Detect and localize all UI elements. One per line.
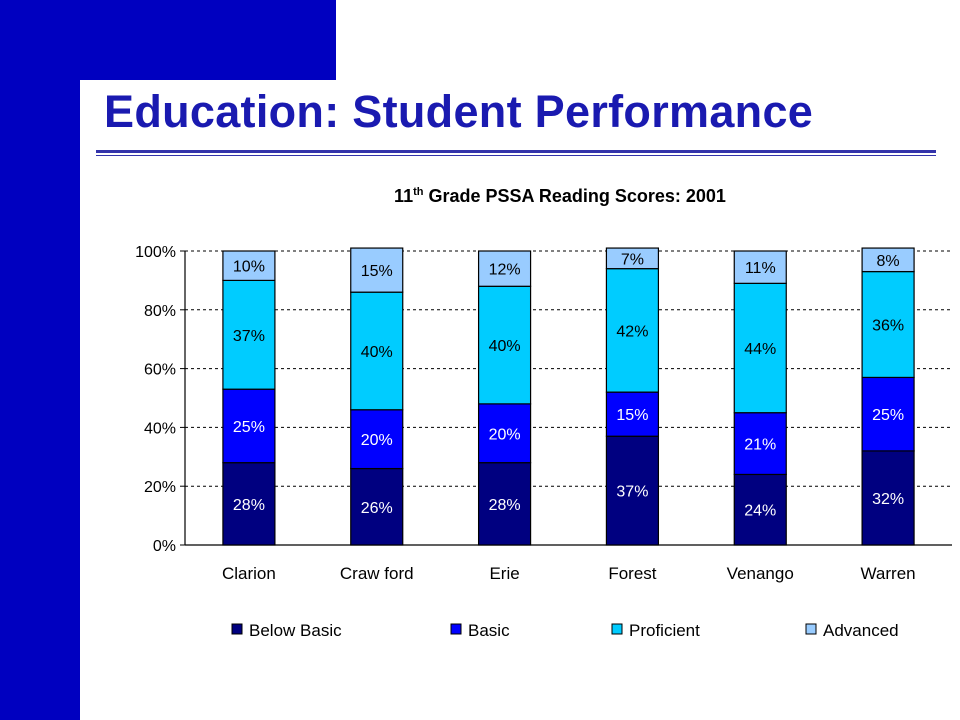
- legend-label: Advanced: [823, 621, 899, 640]
- chart-title-text: Grade PSSA Reading Scores: 2001: [423, 186, 726, 206]
- x-tick-label: Forest: [608, 564, 656, 583]
- data-label: 21%: [744, 437, 776, 454]
- bar-segment: [350, 247, 404, 293]
- data-label: 20%: [361, 432, 393, 449]
- bar-segment: [861, 450, 915, 546]
- data-label: 15%: [361, 263, 393, 280]
- data-label: 28%: [489, 497, 521, 514]
- data-label: 7%: [621, 251, 644, 268]
- chart-title-number: 11: [394, 186, 414, 206]
- data-label: 25%: [872, 407, 904, 424]
- y-tick-label: 80%: [144, 303, 176, 320]
- bar-segment: [605, 391, 660, 437]
- data-label: 15%: [616, 407, 648, 424]
- bar-segment: [477, 250, 532, 287]
- y-tick-label: 40%: [144, 420, 176, 437]
- data-label: 37%: [233, 328, 265, 345]
- legend-swatch: [231, 623, 243, 635]
- data-label: 25%: [233, 419, 265, 436]
- data-label: 20%: [489, 426, 521, 443]
- data-label: 26%: [361, 500, 393, 517]
- x-tick-label: Clarion: [222, 564, 276, 583]
- data-label: 10%: [233, 259, 265, 276]
- legend-swatch: [450, 623, 462, 635]
- x-tick-label: Erie: [489, 564, 519, 583]
- side-decor-bar: [0, 0, 80, 720]
- bar-segment: [350, 291, 404, 411]
- title-underline: [96, 150, 936, 153]
- legend-swatch: [805, 623, 817, 635]
- chart-title-sup: th: [413, 186, 424, 198]
- data-label: 42%: [616, 323, 648, 340]
- y-tick-label: 100%: [135, 244, 176, 261]
- bar-segment: [605, 247, 660, 270]
- chart-title: 11th Grade PSSA Reading Scores: 2001: [180, 186, 940, 207]
- y-tick-label: 0%: [153, 538, 176, 555]
- bar-segment: [605, 268, 660, 393]
- slide-title: Education: Student Performance: [104, 86, 814, 137]
- bar-segment: [477, 403, 532, 464]
- data-label: 32%: [872, 491, 904, 508]
- x-tick-label: Craw ford: [340, 564, 414, 583]
- data-label: 36%: [872, 318, 904, 335]
- data-label: 37%: [616, 484, 648, 501]
- bar-segment: [733, 282, 787, 414]
- y-tick-label: 60%: [144, 362, 176, 379]
- bar-segment: [222, 462, 276, 546]
- legend-swatch: [611, 623, 623, 635]
- top-decor-bar: [0, 0, 336, 80]
- bar-segment: [605, 435, 660, 546]
- bar-segment: [861, 247, 915, 273]
- data-label: 8%: [877, 253, 900, 270]
- data-label: 40%: [489, 338, 521, 355]
- data-label: 12%: [489, 262, 521, 279]
- title-underline-thin: [96, 155, 936, 156]
- x-tick-label: Venango: [727, 564, 794, 583]
- bar-segment: [350, 409, 404, 470]
- y-tick-label: 20%: [144, 479, 176, 496]
- data-label: 24%: [744, 503, 776, 520]
- bar-segment: [477, 285, 532, 405]
- legend-label: Basic: [468, 621, 510, 640]
- x-tick-label: Warren: [861, 564, 916, 583]
- bar-segment: [222, 388, 276, 464]
- bar-segment: [222, 279, 276, 390]
- bar-segment: [861, 270, 915, 379]
- bar-segment: [477, 462, 532, 546]
- bar-segment: [350, 467, 404, 546]
- data-label: 11%: [745, 260, 776, 277]
- data-label: 40%: [361, 344, 393, 361]
- bar-segment: [222, 250, 276, 281]
- data-label: 44%: [744, 341, 776, 358]
- data-label: 28%: [233, 497, 265, 514]
- bar-segment: [733, 473, 787, 546]
- bar-segment: [733, 250, 787, 284]
- legend-label: Proficient: [629, 621, 700, 640]
- legend-label: Below Basic: [249, 621, 342, 640]
